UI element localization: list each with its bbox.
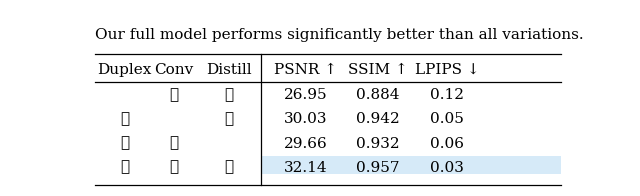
- Text: PSNR ↑: PSNR ↑: [274, 63, 337, 77]
- Text: ✓: ✓: [224, 88, 234, 102]
- Text: Our full model performs significantly better than all variations.: Our full model performs significantly be…: [95, 28, 584, 42]
- Text: 30.03: 30.03: [284, 112, 328, 126]
- Text: 0.942: 0.942: [356, 112, 399, 126]
- Text: ✓: ✓: [120, 112, 129, 126]
- Text: Duplex: Duplex: [97, 63, 152, 77]
- FancyBboxPatch shape: [261, 156, 561, 182]
- Text: ✓: ✓: [120, 161, 129, 175]
- Text: LPIPS ↓: LPIPS ↓: [415, 63, 479, 77]
- Text: 0.05: 0.05: [430, 112, 464, 126]
- Text: ✓: ✓: [170, 136, 179, 151]
- Text: 26.95: 26.95: [284, 88, 328, 102]
- Text: ✓: ✓: [120, 136, 129, 151]
- Text: 0.03: 0.03: [430, 161, 464, 175]
- Text: Conv: Conv: [155, 63, 194, 77]
- Text: 29.66: 29.66: [284, 136, 328, 151]
- Text: 0.932: 0.932: [356, 136, 399, 151]
- Text: ✓: ✓: [224, 161, 234, 175]
- Text: Distill: Distill: [206, 63, 252, 77]
- Text: SSIM ↑: SSIM ↑: [348, 63, 408, 77]
- Text: ✓: ✓: [170, 88, 179, 102]
- Text: 0.957: 0.957: [356, 161, 399, 175]
- Text: 32.14: 32.14: [284, 161, 328, 175]
- Text: 0.884: 0.884: [356, 88, 399, 102]
- Text: 0.06: 0.06: [430, 136, 464, 151]
- Text: ✓: ✓: [224, 112, 234, 126]
- Text: 0.12: 0.12: [430, 88, 464, 102]
- Text: ✓: ✓: [170, 161, 179, 175]
